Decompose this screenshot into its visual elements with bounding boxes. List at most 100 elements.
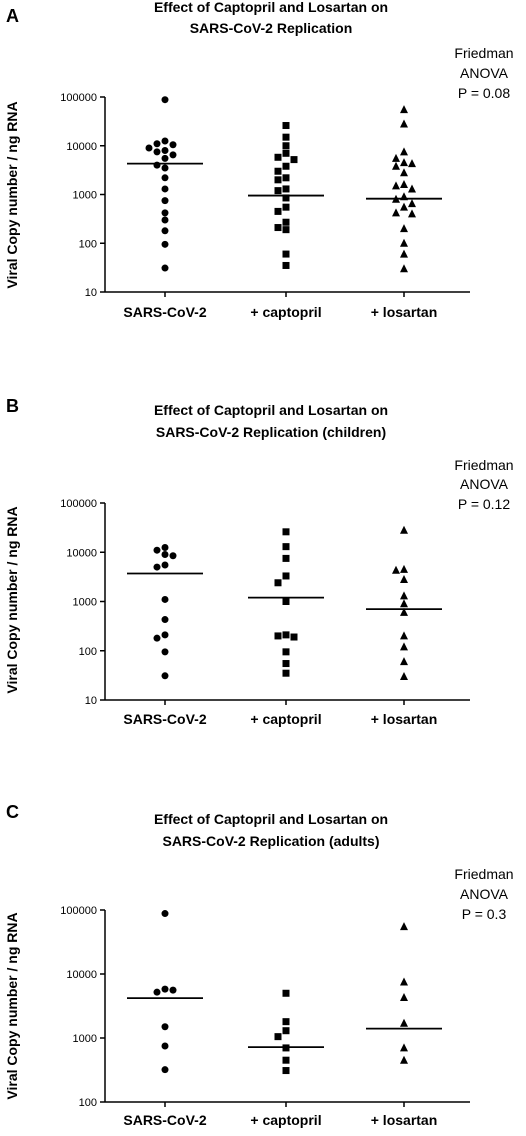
x-tick-label: SARS-CoV-2 (123, 304, 206, 320)
data-point-triangle (400, 607, 408, 616)
y-tick-label: 1000 (73, 597, 97, 609)
data-point-square (282, 989, 290, 997)
x-tick-label: + captopril (250, 711, 321, 727)
data-point-square (282, 554, 290, 562)
data-point-triangle (400, 264, 408, 273)
data-point-square (282, 598, 290, 605)
y-tick-label: 10 (85, 695, 97, 707)
data-point-triangle (400, 238, 408, 247)
y-tick-label: 100000 (60, 905, 97, 917)
data-point-triangle (400, 1043, 408, 1052)
y-tick-label: 100000 (60, 498, 97, 510)
chart-title-line: SARS-CoV-2 Replication (children) (156, 424, 386, 440)
data-point-triangle (400, 591, 408, 600)
data-point-circle (161, 197, 169, 205)
panel-b: B Effect of Captopril and Losartan on SARS… (4, 396, 514, 727)
x-tick-label: + losartan (371, 304, 438, 320)
data-point-circle (153, 161, 161, 169)
data-point-triangle (400, 922, 408, 931)
stat-annotation-line: Friedman (454, 457, 513, 473)
stat-annotation-line: P = 0.3 (462, 906, 507, 922)
data-point-circle (161, 551, 169, 559)
data-point-circle (169, 986, 177, 994)
data-point-triangle (408, 199, 416, 208)
y-tick-label: 10000 (66, 141, 97, 153)
data-point-square (282, 162, 290, 170)
data-point-square (282, 250, 290, 258)
data-point-circle (161, 561, 169, 569)
data-point-circle (161, 543, 169, 551)
y-tick-label: 100000 (60, 92, 97, 104)
data-point-circle (161, 146, 169, 154)
data-point-triangle (400, 202, 408, 211)
data-point-triangle (400, 574, 408, 583)
stat-annotation-line: ANOVA (460, 65, 509, 81)
data-point-square (282, 261, 290, 269)
x-tick-label: + losartan (371, 711, 438, 727)
data-point-square (282, 660, 290, 668)
stat-annotation-line: ANOVA (460, 886, 509, 902)
y-tick-label: 100 (79, 238, 97, 250)
data-point-circle (169, 141, 177, 149)
panel-letter: A (6, 6, 19, 26)
data-point-square (282, 1056, 290, 1064)
data-point-square (274, 224, 282, 232)
data-point-triangle (392, 161, 400, 170)
data-point-triangle (400, 564, 408, 573)
data-point-square (274, 632, 282, 640)
panel-letter: C (6, 802, 19, 822)
data-point-triangle (400, 1018, 408, 1027)
data-point-square (282, 122, 290, 130)
data-point-triangle (392, 208, 400, 217)
data-point-circle (169, 552, 177, 560)
data-point-square (282, 631, 290, 639)
panel-a: A Effect of Captopril and Losartan on SARS… (4, 0, 514, 320)
data-point-circle (161, 96, 169, 104)
data-point-circle (153, 634, 161, 642)
stat-annotation-line: P = 0.12 (458, 496, 511, 512)
y-tick-label: 1000 (73, 1033, 97, 1045)
data-point-triangle (408, 159, 416, 168)
stat-annotation-line: Friedman (454, 866, 513, 882)
data-point-square (274, 187, 282, 195)
chart-title-line: Effect of Captopril and Losartan on (154, 811, 388, 827)
data-point-circle (153, 546, 161, 554)
data-point-square (274, 207, 282, 215)
data-point-circle (161, 672, 169, 680)
data-point-square (290, 156, 298, 164)
data-point-square (282, 226, 290, 234)
stat-annotation-line: Friedman (454, 45, 513, 61)
data-point-circle (161, 595, 169, 603)
chart-title-line: SARS-CoV-2 Replication (adults) (162, 833, 379, 849)
data-point-circle (161, 616, 169, 624)
data-point-square (282, 149, 290, 157)
data-point-circle (161, 1023, 169, 1031)
y-tick-label: 100 (79, 1097, 97, 1109)
data-point-triangle (400, 599, 408, 608)
data-point-square (282, 669, 290, 677)
data-point-triangle (400, 672, 408, 681)
y-tick-label: 1000 (73, 190, 97, 202)
data-point-triangle (400, 180, 408, 189)
data-point-square (282, 1027, 290, 1035)
data-point-square (274, 153, 282, 161)
data-point-square (282, 133, 290, 141)
y-axis-label: Viral Copy number / ng RNA (4, 912, 20, 1099)
data-point-triangle (400, 657, 408, 666)
data-point-circle (161, 648, 169, 656)
data-point-triangle (400, 147, 408, 156)
data-point-circle (161, 910, 169, 918)
x-tick-label: SARS-CoV-2 (123, 711, 206, 727)
data-point-circle (161, 227, 169, 235)
chart-title-line: Effect of Captopril and Losartan on (154, 0, 388, 15)
stat-annotation-line: P = 0.08 (458, 85, 511, 101)
data-point-square (282, 572, 290, 580)
y-tick-label: 10 (85, 287, 97, 299)
data-point-triangle (400, 1055, 408, 1064)
data-point-triangle (400, 525, 408, 534)
data-point-square (290, 633, 298, 641)
data-point-triangle (392, 153, 400, 162)
x-tick-label: + captopril (250, 304, 321, 320)
data-point-square (282, 142, 290, 150)
data-point-square (282, 648, 290, 656)
